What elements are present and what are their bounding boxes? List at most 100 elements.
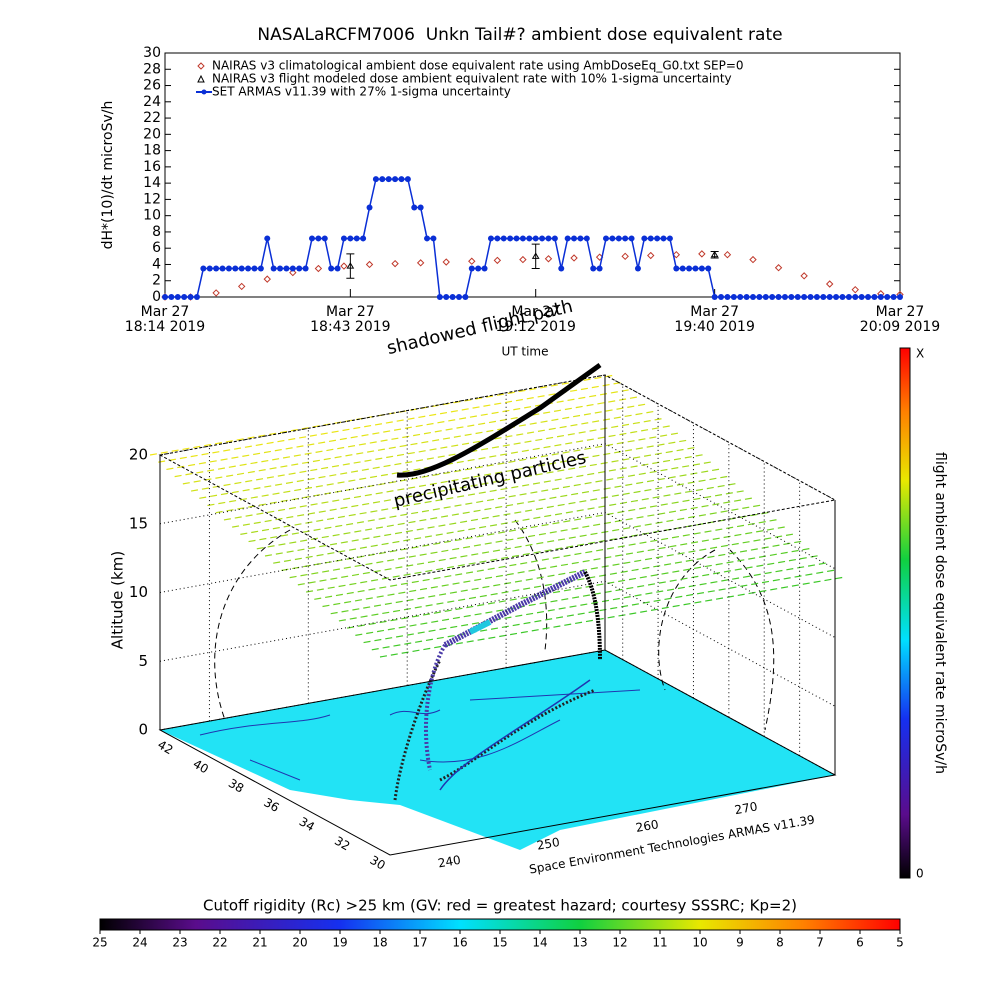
data-point xyxy=(225,265,232,272)
particle-row xyxy=(264,475,731,557)
data-point xyxy=(519,255,527,264)
data-point xyxy=(289,268,297,277)
colorbar-tick-label: 22 xyxy=(212,936,227,950)
y-tick-label: 30 xyxy=(143,45,161,61)
data-point xyxy=(264,235,271,242)
colorbar-tick-label: 24 xyxy=(132,936,147,950)
data-point xyxy=(487,235,494,242)
data-point xyxy=(277,265,284,272)
data-point xyxy=(711,294,718,300)
data-point xyxy=(309,235,315,242)
data-point xyxy=(340,262,348,270)
data-point xyxy=(181,294,188,300)
data-point xyxy=(750,294,756,300)
y-tick-label: 6 xyxy=(152,240,161,256)
colorbar-tick-label: 12 xyxy=(612,936,627,950)
ground-track xyxy=(393,659,596,801)
data-point xyxy=(698,265,705,272)
data-point xyxy=(539,235,546,242)
data-point xyxy=(801,294,808,300)
data-point xyxy=(884,294,891,300)
data-point xyxy=(315,235,322,242)
legend-marker xyxy=(197,62,205,70)
flight-descent xyxy=(583,571,602,661)
particle-row xyxy=(297,504,763,586)
colorbar-tick-label: 17 xyxy=(412,936,427,950)
3d-plot xyxy=(149,362,846,856)
data-point xyxy=(564,235,571,242)
z-tick-label: 10 xyxy=(129,583,148,601)
colorbar-tick-label: 9 xyxy=(736,936,744,950)
y-tick-label: 22 xyxy=(143,110,161,126)
series-line xyxy=(165,178,900,298)
colorbar-tick-label: 10 xyxy=(692,936,707,950)
x-axis-label: UT time xyxy=(501,345,548,359)
data-point xyxy=(718,294,725,300)
data-point xyxy=(372,176,379,183)
particle-row xyxy=(289,497,755,579)
error-bar xyxy=(531,243,540,270)
x-tick-label: 240 xyxy=(437,853,462,871)
particle-row xyxy=(355,554,821,636)
particle-row xyxy=(240,453,706,535)
legend-marker xyxy=(201,89,207,95)
data-point xyxy=(877,294,884,300)
particle-row xyxy=(330,533,796,615)
y-tick-label: 4 xyxy=(152,256,161,272)
data-point xyxy=(257,265,264,272)
data-point xyxy=(603,235,609,242)
data-point xyxy=(749,255,757,264)
ground-track-shadow xyxy=(439,679,591,791)
x-tick-label: 19:12 2019 xyxy=(495,319,575,335)
data-point xyxy=(647,251,655,260)
colorbar-tick-label: 18 xyxy=(372,936,387,950)
data-point xyxy=(858,294,865,300)
y-tick-label: 24 xyxy=(143,94,161,110)
z-tick-label: 15 xyxy=(129,514,148,532)
rigidity-colorbar xyxy=(99,918,901,931)
data-point xyxy=(615,235,622,242)
y-tick-label: 16 xyxy=(143,159,161,175)
data-point xyxy=(813,294,820,300)
map-borders xyxy=(199,689,641,781)
colorbar-tick-label: 23 xyxy=(172,936,187,950)
data-point xyxy=(513,235,520,242)
data-point xyxy=(825,280,834,288)
y-tick-label: 40 xyxy=(191,757,211,777)
data-point xyxy=(705,265,712,272)
x-tick-label: 250 xyxy=(536,835,561,853)
colorbar-tick-label: 13 xyxy=(572,936,587,950)
data-point xyxy=(237,282,246,291)
data-point xyxy=(628,235,635,242)
data-point xyxy=(833,294,840,300)
data-point xyxy=(449,294,456,300)
data-point xyxy=(436,294,443,300)
y-tick-label: 12 xyxy=(143,191,161,207)
y-tick-label: 20 xyxy=(143,126,161,142)
colorbar-tick-label: 11 xyxy=(652,936,667,950)
legend-label: SET ARMAS v11.39 with 27% 1-sigma uncert… xyxy=(212,85,511,99)
particle-row xyxy=(363,561,829,644)
colorbar-tick-label: 20 xyxy=(292,936,307,950)
z-axis-label: Altitude (km) xyxy=(109,551,127,649)
y-axis-label: dH*(10)/dt microSv/h xyxy=(100,101,116,250)
data-point xyxy=(774,264,783,272)
grid-line xyxy=(159,374,836,501)
data-point xyxy=(468,257,476,265)
particle-row xyxy=(281,489,747,572)
data-point xyxy=(723,250,732,259)
data-point xyxy=(558,265,565,272)
data-point xyxy=(710,250,719,258)
data-point xyxy=(871,294,878,300)
data-point xyxy=(531,252,540,259)
data-point xyxy=(493,256,502,265)
y-tick-label: 30 xyxy=(368,853,388,873)
data-point xyxy=(507,235,514,242)
box-top xyxy=(158,374,837,581)
data-point xyxy=(219,265,226,272)
data-point xyxy=(673,265,680,272)
data-point xyxy=(365,260,374,269)
colorbar-min-label: 0 xyxy=(916,867,924,881)
data-point xyxy=(698,250,706,258)
data-point xyxy=(200,265,207,272)
